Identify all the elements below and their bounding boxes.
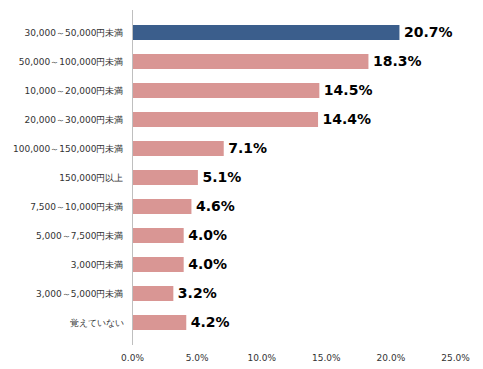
svg-text:14.4%: 14.4%	[323, 111, 372, 127]
svg-text:0.0%: 0.0%	[121, 353, 144, 363]
svg-text:3,000円未満: 3,000円未満	[71, 260, 124, 270]
svg-text:15.0%: 15.0%	[312, 353, 341, 363]
svg-text:覚えていない: 覚えていない	[70, 318, 124, 328]
svg-text:7.1%: 7.1%	[228, 140, 267, 156]
svg-text:5.0%: 5.0%	[186, 353, 209, 363]
svg-text:14.5%: 14.5%	[324, 82, 373, 98]
svg-text:100,000～150,000円未満: 100,000～150,000円未満	[13, 144, 123, 154]
svg-text:150,000円以上: 150,000円以上	[59, 173, 123, 183]
svg-text:18.3%: 18.3%	[373, 53, 422, 69]
svg-text:5.1%: 5.1%	[202, 169, 241, 185]
svg-text:20.7%: 20.7%	[404, 24, 453, 40]
svg-text:4.2%: 4.2%	[191, 314, 230, 330]
svg-text:10,000～20,000円未満: 10,000～20,000円未満	[25, 86, 124, 96]
svg-text:50,000～100,000円未満: 50,000～100,000円未満	[19, 57, 124, 67]
svg-text:7,500～10,000円未満: 7,500～10,000円未満	[30, 202, 123, 212]
svg-text:10.0%: 10.0%	[247, 353, 276, 363]
svg-text:3.2%: 3.2%	[178, 285, 217, 301]
svg-text:20,000～30,000円未満: 20,000～30,000円未満	[25, 115, 124, 125]
svg-text:30,000～50,000円未満: 30,000～50,000円未満	[25, 28, 124, 38]
svg-text:4.0%: 4.0%	[188, 227, 227, 243]
svg-text:25.0%: 25.0%	[441, 353, 470, 363]
svg-text:4.6%: 4.6%	[196, 198, 235, 214]
svg-text:4.0%: 4.0%	[188, 256, 227, 272]
svg-text:20.0%: 20.0%	[377, 353, 406, 363]
svg-text:3,000～5,000円未満: 3,000～5,000円未満	[36, 289, 124, 299]
svg-text:5,000～7,500円未満: 5,000～7,500円未満	[36, 231, 124, 241]
